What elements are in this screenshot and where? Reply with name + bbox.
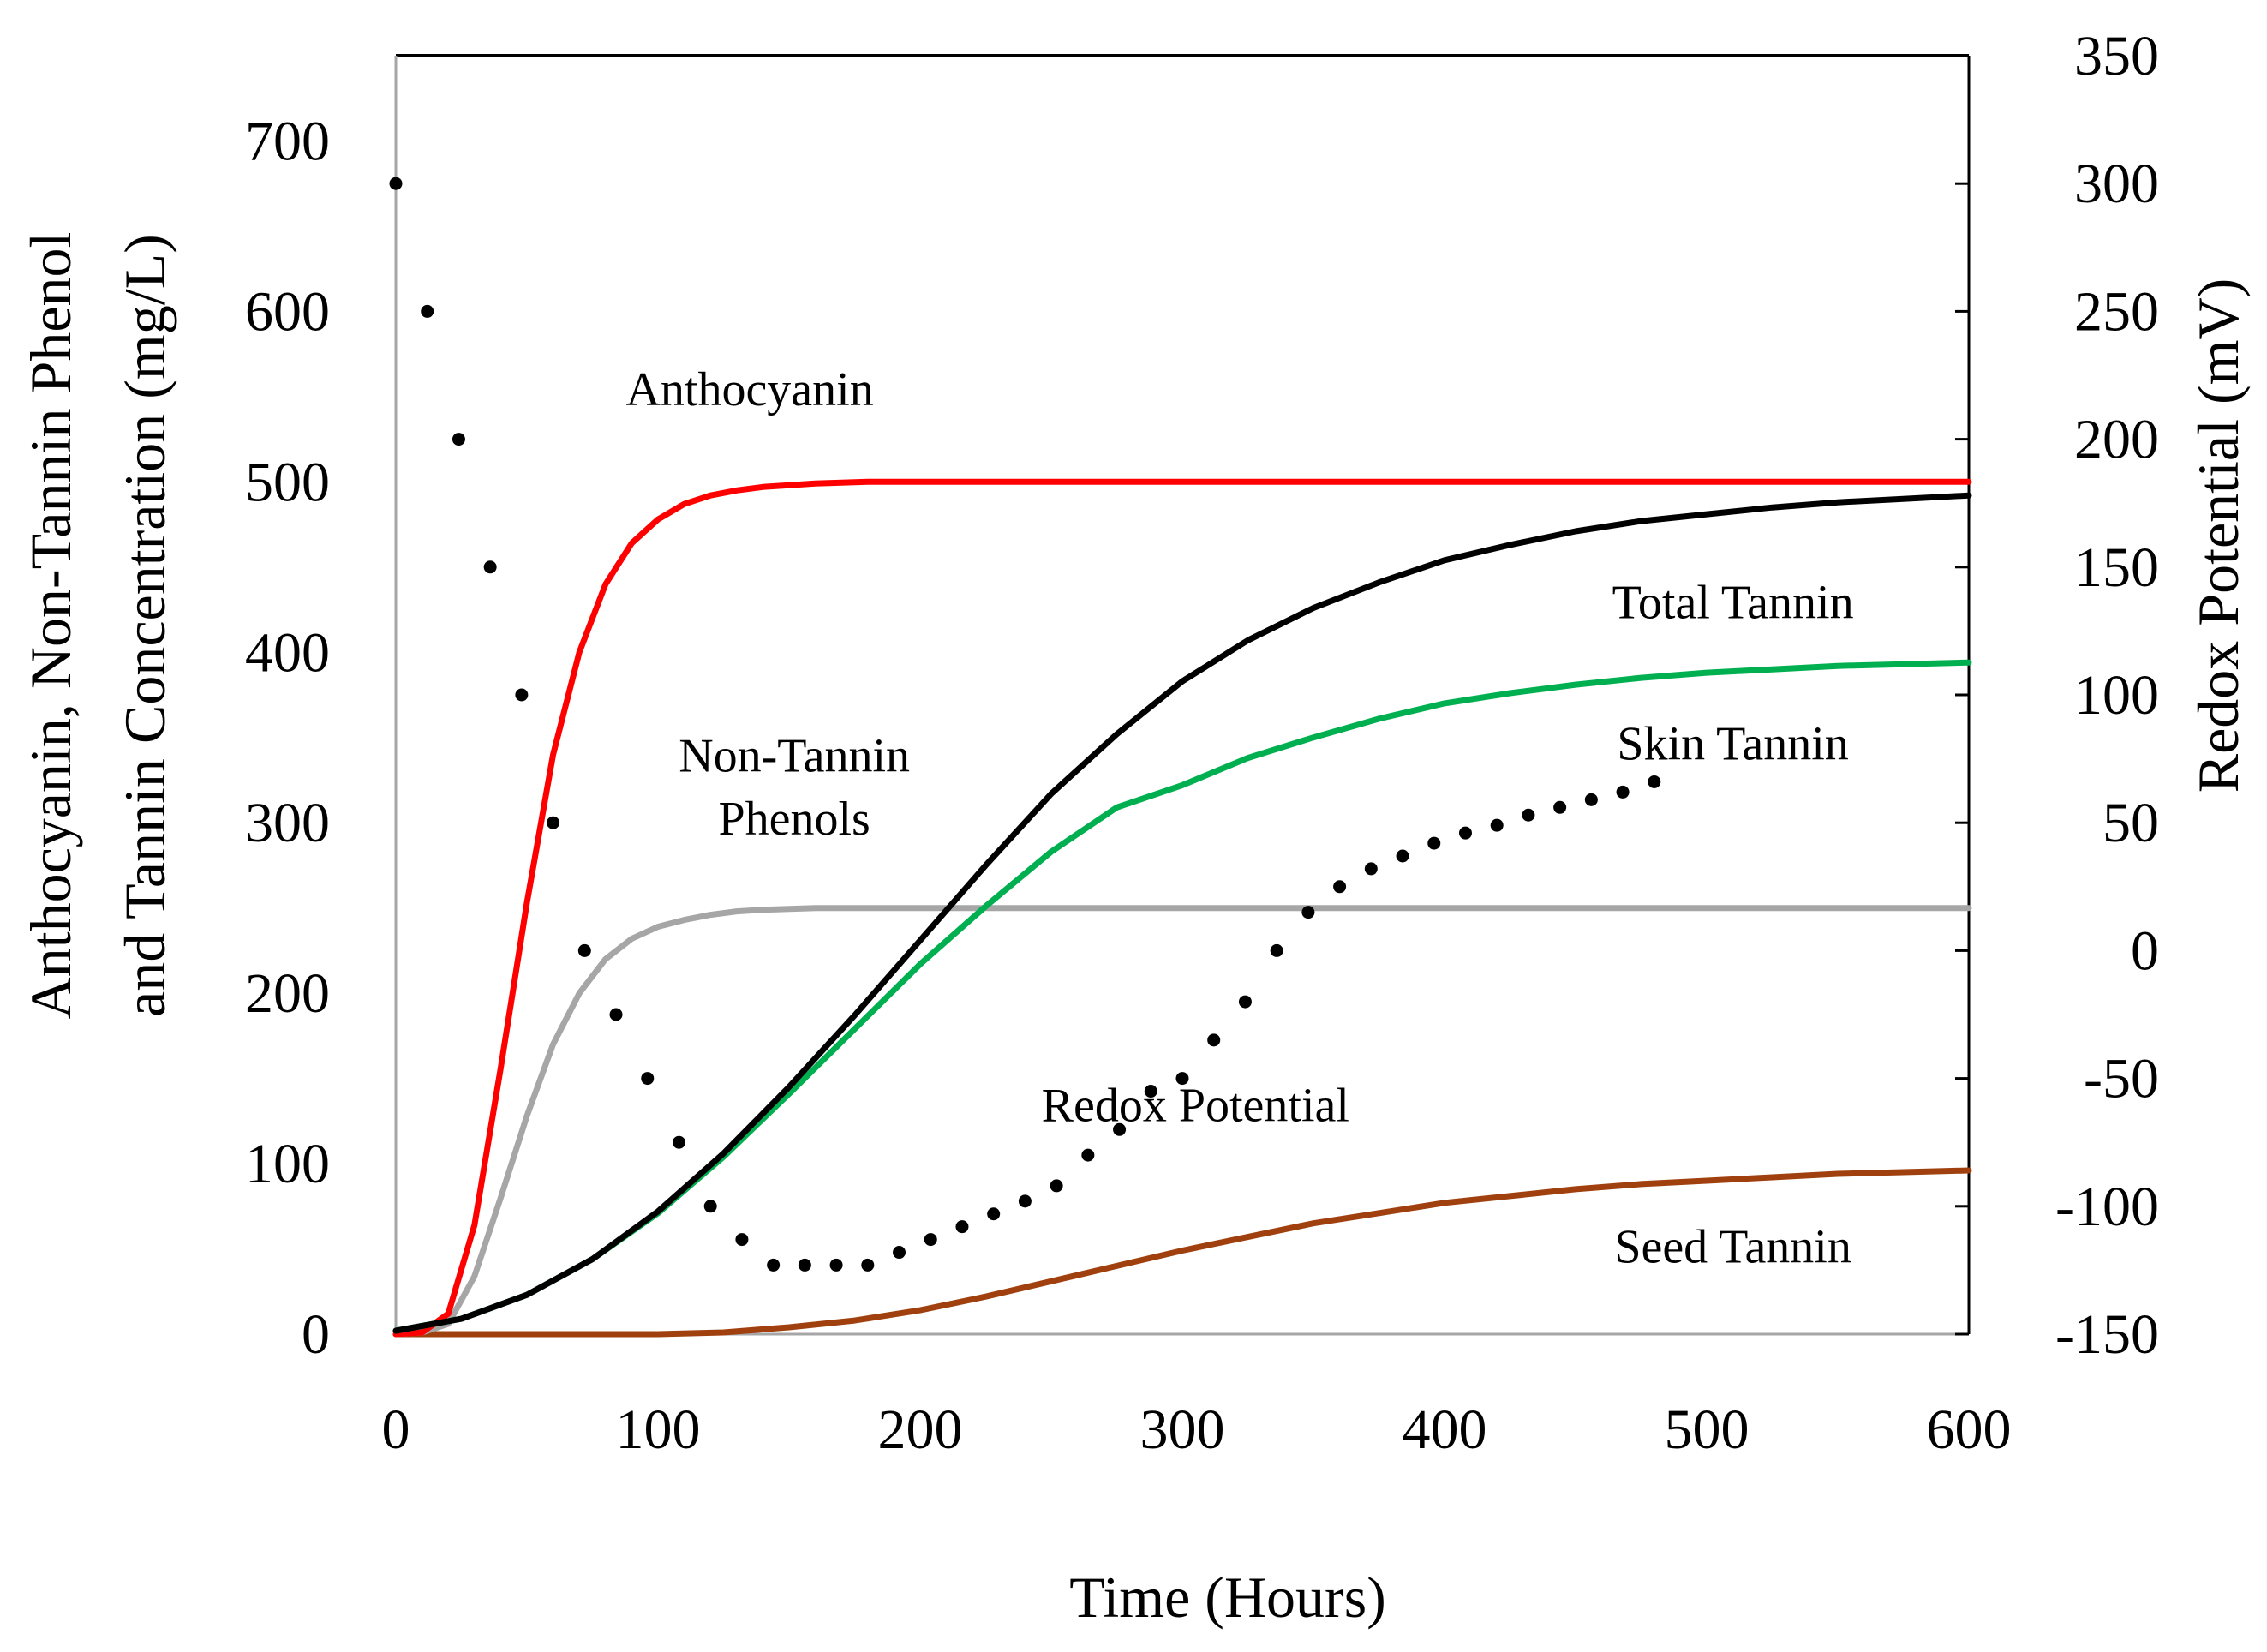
- left-y-tick-label: 500: [245, 451, 330, 513]
- right-y-tick-label: 150: [2074, 536, 2159, 599]
- redox-potential-point: [1490, 818, 1504, 832]
- redox-potential-point: [987, 1207, 1001, 1221]
- x-tick-label: 200: [878, 1398, 963, 1461]
- left-y-tick-label: 400: [245, 621, 330, 684]
- redox-potential-point: [767, 1258, 781, 1272]
- plot-frame: [394, 54, 1971, 1336]
- left-y-tick-label: 100: [245, 1133, 330, 1195]
- redox-potential-point: [955, 1220, 969, 1234]
- series-layer: [389, 177, 1972, 1338]
- x-tick-label: 0: [382, 1398, 410, 1461]
- left-y-tick-label: 700: [245, 110, 330, 172]
- non-tannin-phenols-label: Non-Tannin: [679, 730, 910, 783]
- seed-tannin-label: Seed Tannin: [1614, 1220, 1851, 1273]
- x-tick-label: 500: [1665, 1398, 1750, 1461]
- redox-potential-point: [703, 1200, 717, 1213]
- redox-potential-point: [1396, 849, 1409, 863]
- redox-potential-point: [861, 1258, 875, 1272]
- redox-potential-point: [672, 1135, 685, 1149]
- redox-potential-point: [1553, 800, 1567, 814]
- total-tannin-line: [392, 492, 1972, 1334]
- anthocyanin-label: Anthocyanin: [625, 363, 873, 416]
- redox-potential-point: [924, 1233, 937, 1247]
- right-y-axis-title: Redox Potential (mV): [2186, 278, 2251, 793]
- redox-potential-point: [798, 1258, 811, 1272]
- redox-potential-point: [452, 433, 465, 446]
- redox-potential-point: [1018, 1194, 1032, 1208]
- redox-potential-point: [1648, 775, 1661, 788]
- redox-potential-point: [641, 1072, 655, 1086]
- redox-potential-point: [515, 688, 529, 702]
- redox-potential-point: [1301, 906, 1315, 919]
- redox-potential-point: [1238, 995, 1252, 1009]
- series-labels: Anthocyanin Non-Tannin Phenols Total Tannin…: [625, 363, 1853, 1274]
- right-y-tick-label: 200: [2074, 409, 2159, 471]
- redox-potential-point: [1207, 1033, 1221, 1047]
- right-y-tick-label: 100: [2074, 664, 2159, 727]
- redox-potential-point: [1458, 826, 1472, 840]
- right-y-axis-ticks: -150 -100 -50 0 50 100 150 200 250 300 350: [1955, 25, 2159, 1366]
- redox-potential-point: [1144, 1085, 1157, 1098]
- redox-potential-point: [547, 816, 560, 829]
- redox-potential-point: [1427, 836, 1441, 850]
- anthocyanin-line: [392, 478, 1972, 1338]
- redox-potential-point: [1050, 1179, 1063, 1193]
- right-y-tick-label: -50: [2084, 1048, 2159, 1110]
- x-axis-title: Time (Hours): [1069, 1565, 1386, 1630]
- redox-potential-point: [483, 560, 497, 574]
- redox-potential-point: [1616, 785, 1630, 799]
- right-y-tick-label: 350: [2074, 25, 2159, 87]
- left-y-axis-title-line-1: Anthocyanin, Non-Tannin Phenol: [18, 232, 83, 1020]
- left-y-tick-label: 200: [245, 962, 330, 1025]
- redox-potential-point: [1584, 793, 1598, 806]
- redox-potential-point: [1364, 862, 1378, 876]
- x-axis-ticks: 0 100 200 300 400 500 600: [382, 1398, 2012, 1461]
- total-tannin-label: Total Tannin: [1612, 576, 1854, 629]
- x-tick-label: 400: [1403, 1398, 1487, 1461]
- non-tannin-phenols-line: [392, 905, 1972, 1338]
- right-y-tick-label: -150: [2055, 1303, 2159, 1366]
- x-tick-label: 300: [1140, 1398, 1225, 1461]
- right-y-tick-label: 0: [2131, 919, 2159, 982]
- redox-potential-label: Redox Potential: [1042, 1079, 1349, 1132]
- x-tick-label: 600: [1927, 1398, 2012, 1461]
- right-y-tick-label: 300: [2074, 153, 2159, 215]
- left-y-axis-ticks: 0 100 200 300 400 500 600 700: [245, 110, 330, 1366]
- skin-tannin-label: Skin Tannin: [1617, 718, 1848, 771]
- redox-potential-point: [389, 177, 403, 190]
- redox-potential-point: [735, 1233, 749, 1247]
- left-y-tick-label: 0: [302, 1303, 330, 1366]
- redox-potential-point: [1270, 943, 1283, 957]
- redox-potential-point: [893, 1246, 906, 1260]
- redox-potential-point: [1081, 1148, 1095, 1162]
- right-y-tick-label: -100: [2055, 1176, 2159, 1238]
- left-y-tick-label: 600: [245, 280, 330, 343]
- redox-potential-point: [1175, 1072, 1189, 1086]
- x-tick-label: 100: [616, 1398, 701, 1461]
- redox-potential-point: [421, 304, 434, 318]
- redox-potential-point: [829, 1258, 843, 1272]
- left-y-axis-title-line-2: and Tannin Concentration (mg/L): [112, 234, 177, 1017]
- redox-potential-point: [1522, 808, 1535, 822]
- seed-tannin-line: [392, 1167, 1972, 1338]
- redox-potential-point: [1113, 1122, 1127, 1136]
- right-y-tick-label: 250: [2074, 280, 2159, 343]
- redox-potential-point: [577, 943, 591, 957]
- left-y-tick-label: 300: [245, 792, 330, 854]
- redox-potential-point: [1333, 880, 1347, 894]
- redox-potential-point: [609, 1008, 623, 1021]
- non-tannin-phenols-label: Phenols: [718, 793, 870, 846]
- right-y-tick-label: 50: [2103, 792, 2159, 854]
